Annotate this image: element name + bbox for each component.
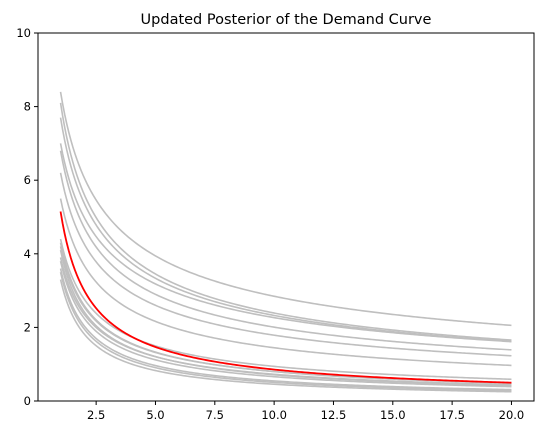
posterior-sample-curve	[59, 260, 512, 388]
x-tick-label: 12.5	[321, 408, 347, 422]
plot-frame	[37, 32, 535, 402]
x-axis: 2.5 5.0 7.5 10.0 12.5 15.0 17.5 20.0	[87, 401, 524, 422]
x-tick-label: 20.0	[499, 408, 525, 422]
y-tick-label: 6	[24, 173, 31, 187]
x-tick-label: 17.5	[439, 408, 465, 422]
x-tick-label: 10.0	[261, 408, 287, 422]
posterior-sample-curve	[59, 272, 512, 392]
y-axis: 0 2 4 6 8 10	[16, 26, 38, 408]
x-tick-label: 5.0	[146, 408, 164, 422]
posterior-mean-curve-group	[59, 211, 512, 384]
x-tick-label: 7.5	[206, 408, 224, 422]
posterior-sample-curve	[59, 150, 512, 351]
y-tick-label: 4	[24, 247, 31, 261]
posterior-mean-curve	[59, 211, 512, 384]
x-tick-label: 15.0	[380, 408, 406, 422]
x-tick-label: 2.5	[87, 408, 105, 422]
chart-title: Updated Posterior of the Demand Curve	[141, 12, 432, 28]
y-tick-label: 10	[16, 26, 31, 40]
posterior-sample-curve	[59, 268, 512, 391]
posterior-sample-curve	[59, 143, 512, 343]
posterior-sample-curve	[59, 102, 512, 341]
posterior-sample-curve	[59, 279, 512, 393]
posterior-sample-curve	[59, 91, 512, 327]
y-tick-label: 8	[24, 100, 31, 114]
posterior-sample-curve	[59, 172, 512, 357]
y-tick-label: 2	[24, 320, 31, 334]
posterior-sample-curve	[59, 198, 512, 367]
y-tick-label: 0	[24, 394, 31, 408]
posterior-sample-curve	[59, 257, 512, 386]
